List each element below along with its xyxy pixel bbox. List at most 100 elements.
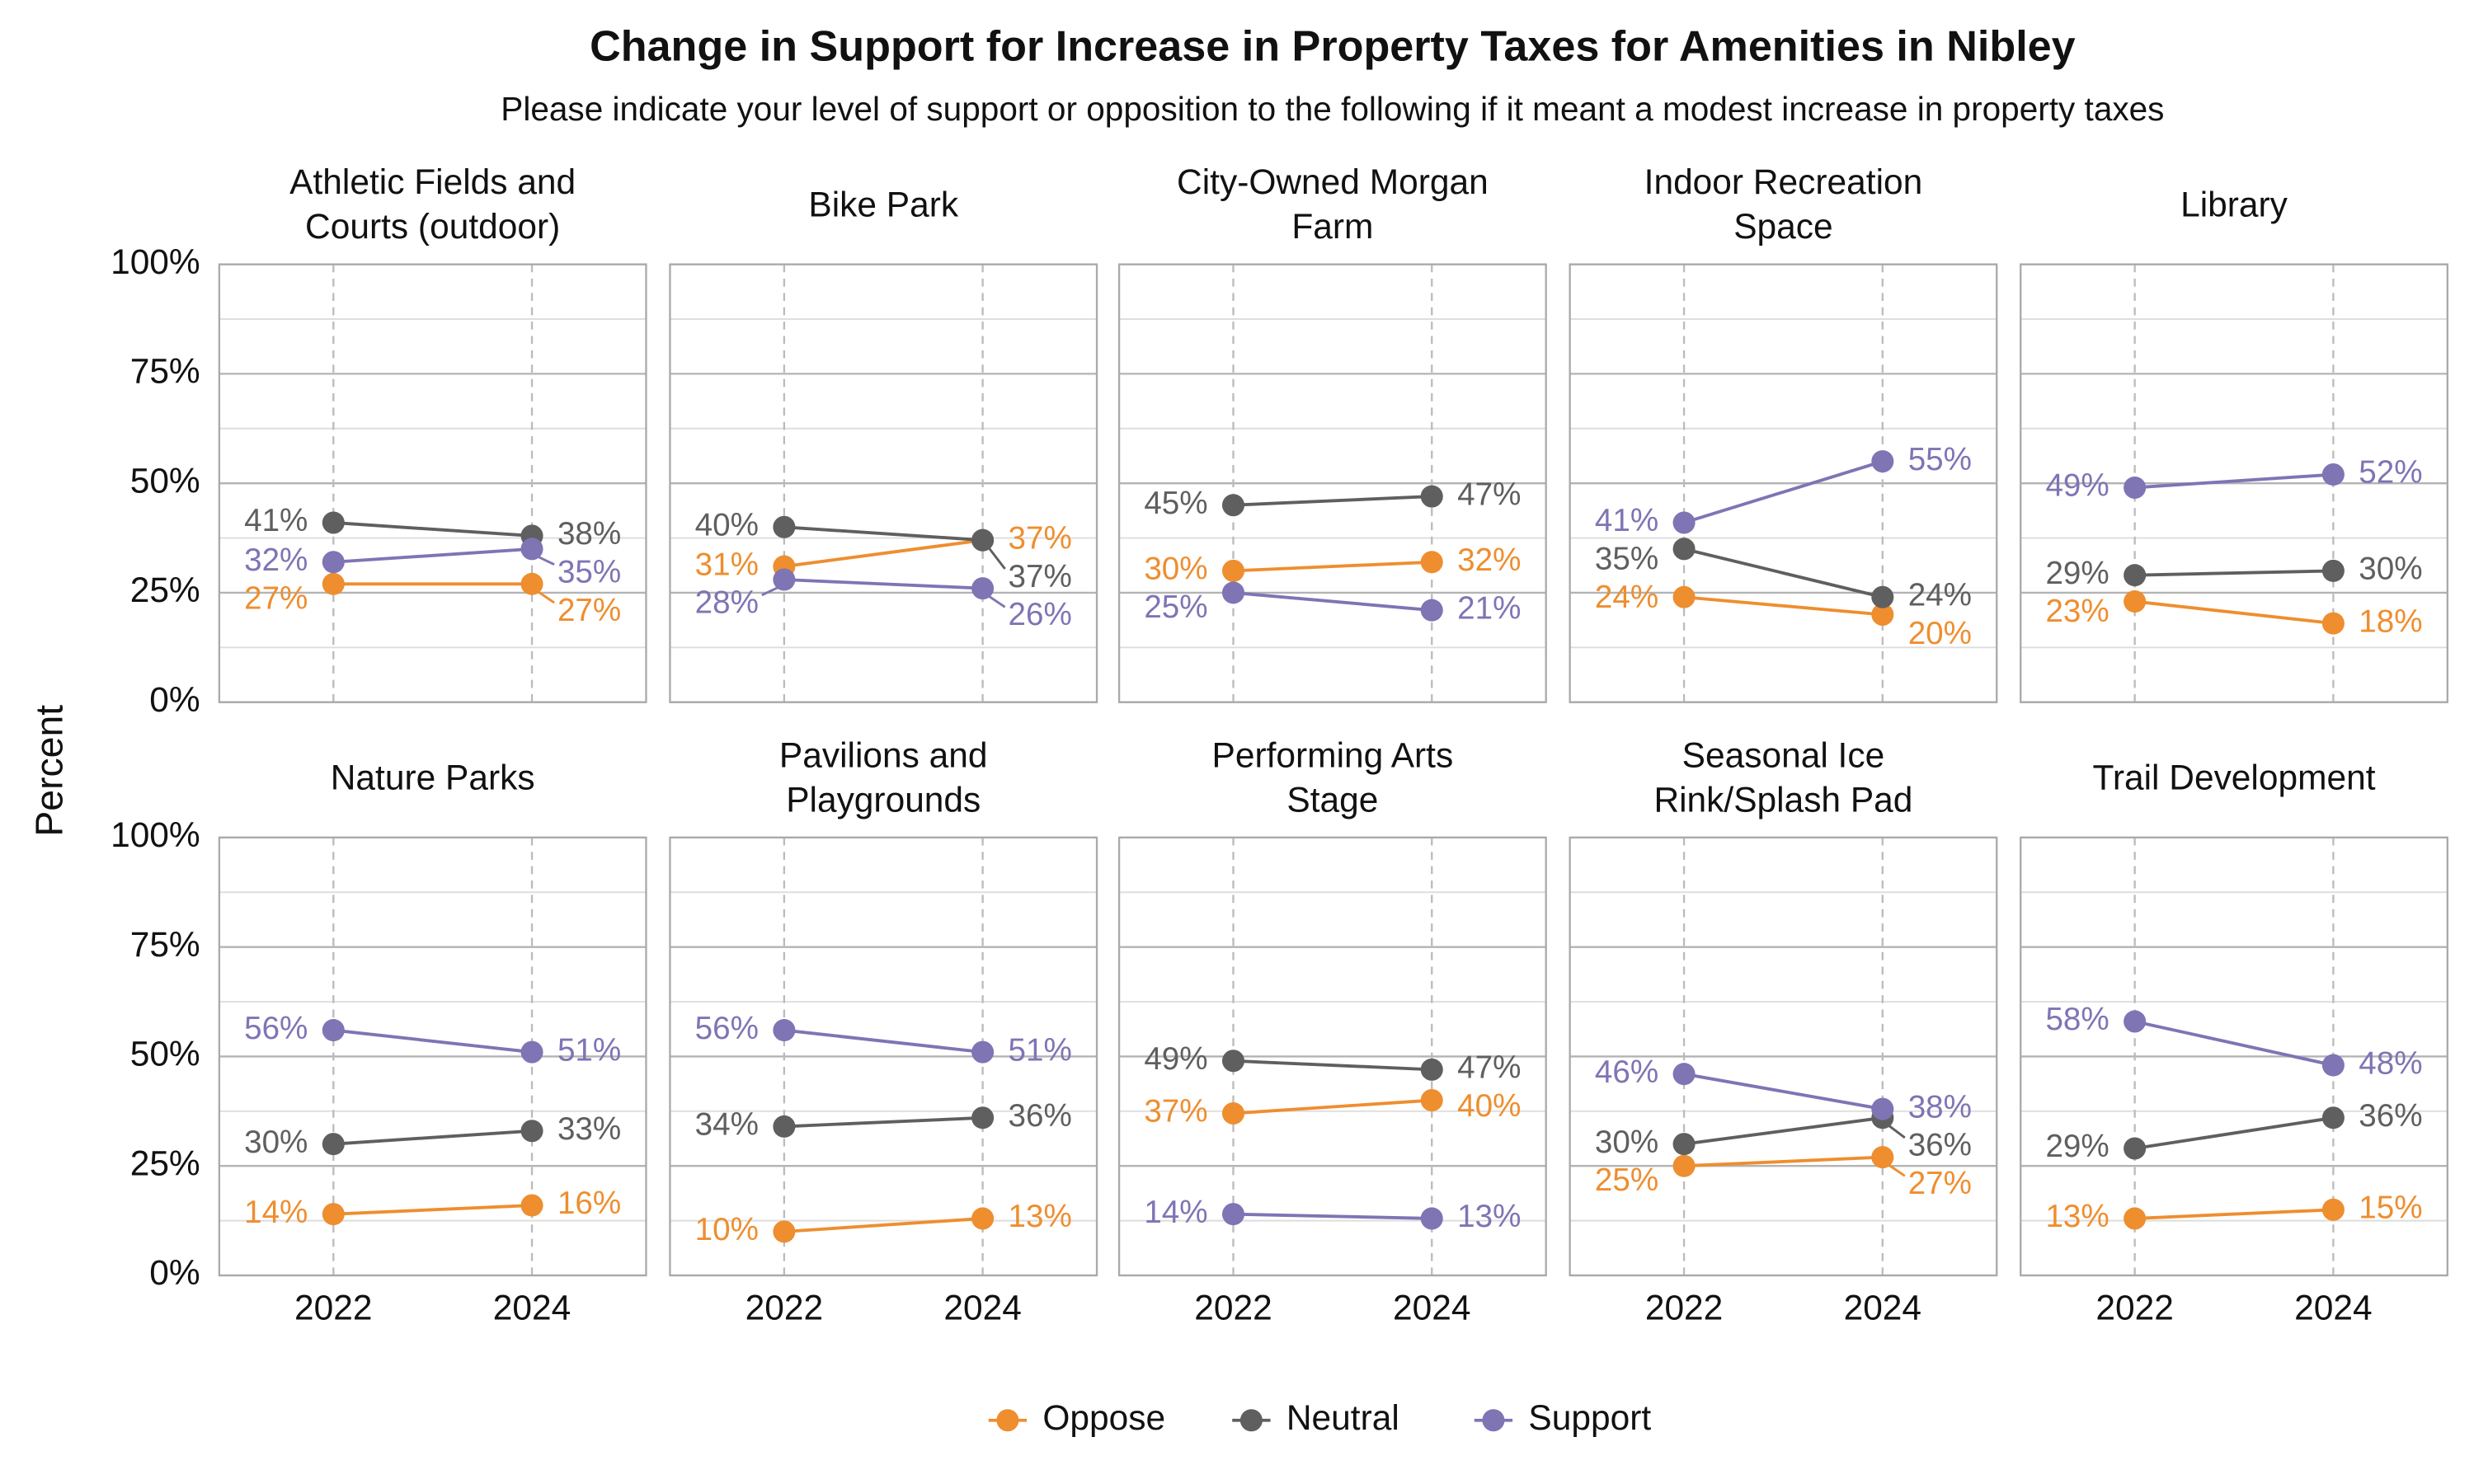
panel-frame [2020,836,2448,1277]
point [2321,1106,2345,1129]
y-tick-label: 50% [130,1036,200,1074]
series-line [333,547,533,564]
series-line [1233,560,1432,573]
series-line [2134,1020,2334,1067]
x-tick-label: 2024 [1844,1289,1921,1328]
y-tick-label: 75% [130,353,200,392]
panel: Library 49% 29%23% 52% 30% 18% [2020,186,2448,703]
data-label: 56% [695,1011,759,1046]
data-label: 47% [1457,1050,1521,1086]
series-line [333,1129,533,1146]
data-label: 14% [244,1195,308,1230]
panel-title: Performing Arts Stage [1212,737,1454,820]
panel-title: Nature Parks [331,759,535,798]
point [1871,1097,1894,1120]
label-leader [1888,1164,1906,1177]
data-label: 20% [1908,616,1972,651]
data-label: 30% [1595,1125,1658,1160]
legend-marker [996,1409,1019,1432]
data-label: 25% [1595,1162,1658,1198]
data-label: 30% [244,1125,308,1160]
point [2124,1010,2147,1033]
panel-frame [1117,263,1547,703]
point [2124,590,2147,613]
point [1420,551,1443,574]
data-label: 26% [1009,597,1072,632]
point [1420,1207,1443,1230]
series-line [783,538,983,568]
legend-label: Neutral [1286,1399,1399,1438]
panel-title: Seasonal Ice Rink/Splash Pad [1653,737,1912,820]
legend-marker [1239,1409,1263,1432]
data-label: 41% [1595,503,1658,538]
point [971,577,995,600]
point [1221,1203,1245,1226]
point [1221,1050,1245,1073]
series-line [1683,547,1884,599]
data-label: 37% [1009,520,1072,556]
point [520,572,543,595]
point [322,572,345,595]
point [322,551,345,574]
point [971,1207,995,1230]
data-label: 30% [1144,552,1207,587]
point [520,538,543,561]
point [1672,1154,1696,1177]
legend-label: Oppose [1042,1399,1165,1438]
panel-frame [1569,263,1998,703]
y-tick-label: 0% [149,1254,200,1293]
panel-frame [1569,836,1998,1277]
data-label: 52% [2359,455,2422,491]
series-line [1233,495,1432,507]
x-tick-label: 2024 [493,1289,571,1328]
data-label: 58% [2045,1002,2109,1037]
data-label: 38% [557,516,621,552]
chart-title: Change in Support for Increase in Proper… [590,23,2076,71]
data-label: 21% [1457,590,1521,626]
point [1871,603,1894,627]
series-line [2134,1115,2334,1150]
series-line [333,1028,533,1054]
data-label: 13% [1457,1199,1521,1234]
x-tick-label: 2024 [1393,1289,1470,1328]
point [2124,1207,2147,1230]
data-label: 56% [244,1011,308,1046]
point [520,1120,543,1143]
point [1871,1146,1894,1169]
series-line [783,525,983,542]
data-label: 55% [1908,442,1972,477]
point [1672,585,1696,608]
point [322,511,345,534]
label-leader [761,586,778,597]
legend-marker [1482,1409,1505,1432]
point [1672,538,1696,561]
data-label: 31% [695,547,759,582]
data-label: 41% [244,503,308,538]
series-line [783,1217,983,1233]
point [2321,612,2345,635]
panel: Seasonal Ice Rink/Splash Pad 2022 2024 46% 30… [1569,737,1998,1328]
panel-title: Bike Park [808,186,959,224]
panel-frame [218,836,647,1277]
series-line [1683,1072,1884,1111]
point [1221,1101,1245,1125]
data-label: 27% [557,593,621,628]
x-tick-label: 2022 [745,1289,823,1328]
series-line [783,1028,983,1054]
panel-frame [669,263,1098,703]
series-line [1683,1155,1883,1168]
panel-title: Trail Development [2092,759,2375,798]
point [1420,1089,1443,1112]
series-line [783,1115,983,1129]
legend-label: Support [1528,1399,1651,1438]
data-label: 33% [557,1111,621,1147]
data-label: 36% [2359,1098,2422,1134]
x-tick-label: 2022 [1194,1289,1272,1328]
panel: Nature Parks 0% 25% 50% 75% 100% 2022 2024 56% 30… [111,759,647,1328]
data-label: 40% [1457,1088,1521,1124]
data-label: 27% [1908,1166,1972,1201]
